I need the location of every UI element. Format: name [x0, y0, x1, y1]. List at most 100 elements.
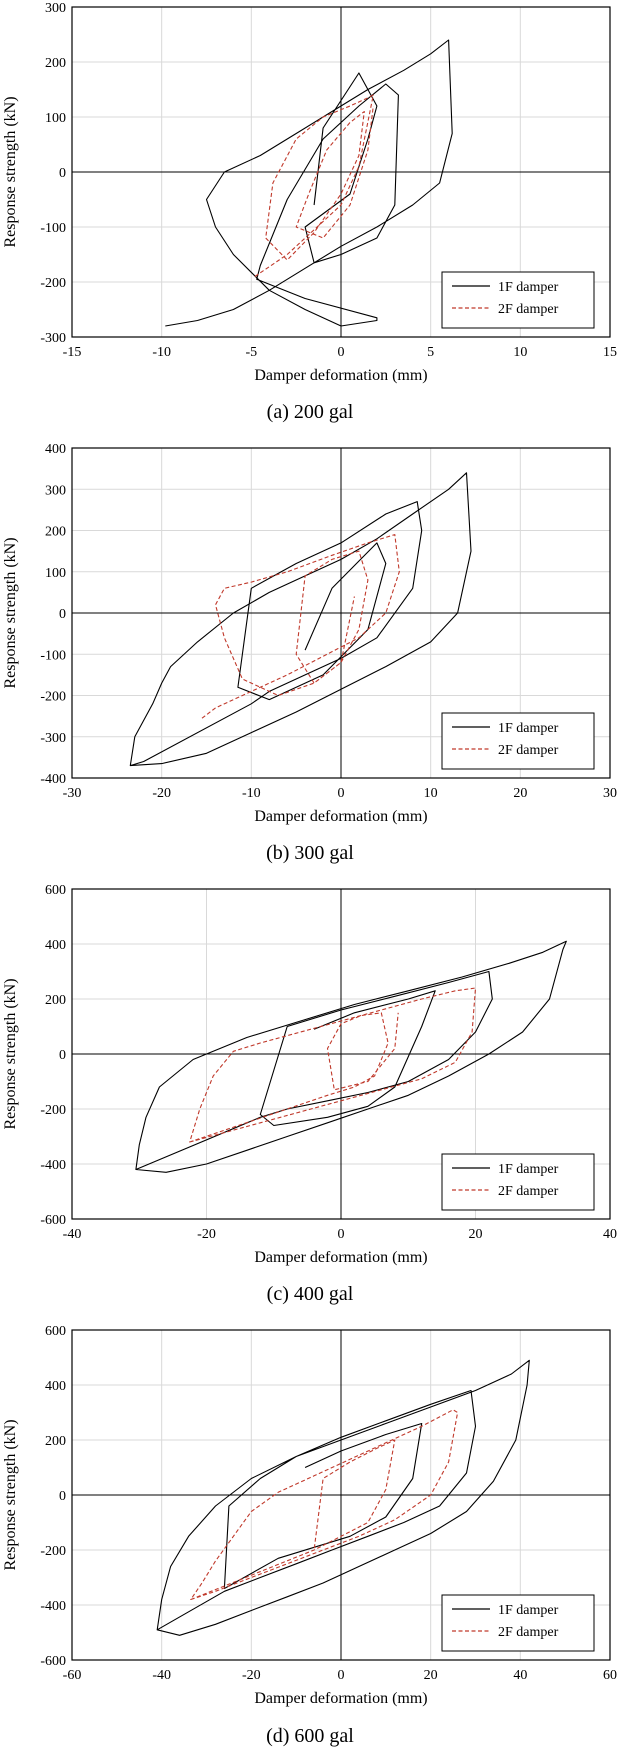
y-tick-label: -400: [40, 1599, 66, 1614]
series-line-2f: [190, 1409, 459, 1601]
y-tick-label: -300: [40, 731, 66, 746]
legend-box: [441, 271, 595, 329]
x-tick-label: -20: [152, 786, 171, 801]
x-tick-label: -20: [197, 1227, 216, 1242]
y-tick-label: 600: [45, 1324, 66, 1339]
legend-label: 1F damper: [498, 1162, 559, 1177]
legend: 1F damper 2F damper: [441, 1153, 595, 1211]
series-line-1f: [156, 1359, 530, 1636]
y-tick-label: 400: [45, 1379, 66, 1394]
y-tick-label: -200: [40, 690, 66, 705]
y-tick-label: 200: [45, 525, 66, 540]
y-tick-label: 200: [45, 993, 66, 1008]
series-line-2f: [189, 987, 477, 1143]
x-axis-label: Damper deformation (mm): [254, 1249, 427, 1266]
y-tick-label: -100: [40, 648, 66, 663]
y-tick-label: -400: [40, 772, 66, 787]
y-tick-label: -200: [40, 276, 66, 291]
chart-panel-4: -60 -40 -20 0 20 40 60-600-400-2000200400600Da…: [2, 1324, 617, 1747]
y-tick-label: -200: [40, 1544, 66, 1559]
y-axis-label: Response strength (kN): [2, 978, 19, 1129]
y-tick-label: 400: [45, 442, 66, 457]
y-tick-label: 200: [45, 1434, 66, 1449]
x-tick-label: -15: [63, 345, 82, 360]
x-tick-label: 40: [603, 1227, 617, 1242]
x-tick-label: 20: [469, 1227, 483, 1242]
legend-label: 2F damper: [498, 1625, 559, 1640]
x-tick-label: -40: [63, 1227, 82, 1242]
chart-panel-2: -30 -20 -10 0 10 20 30-400-300-200-10001002003…: [2, 442, 617, 864]
x-tick-label: 30: [603, 786, 617, 801]
x-axis-label: Damper deformation (mm): [254, 1690, 427, 1707]
legend: 1F damper 2F damper: [441, 271, 595, 329]
x-axis-label: Damper deformation (mm): [254, 808, 427, 825]
y-tick-label: -200: [40, 1103, 66, 1118]
panel-caption: (a) 200 gal: [267, 401, 354, 423]
panel-caption: (c) 400 gal: [267, 1283, 354, 1305]
x-tick-label: 15: [603, 345, 617, 360]
x-tick-label: 20: [513, 786, 527, 801]
y-tick-label: -400: [40, 1158, 66, 1173]
x-tick-label: 20: [424, 1668, 438, 1683]
x-tick-label: -60: [63, 1668, 82, 1683]
series-line-1f: [135, 940, 567, 1173]
x-tick-label: 5: [427, 345, 434, 360]
legend: 1F damper 2F damper: [441, 712, 595, 770]
chart-panel-3: -40 -20 0 20 40-600-400-2000200400600Damper …: [2, 883, 617, 1305]
x-tick-label: 10: [513, 345, 527, 360]
y-tick-label: 0: [59, 1489, 66, 1504]
y-tick-label: 0: [59, 1048, 66, 1063]
x-tick-label: -10: [242, 786, 261, 801]
x-tick-label: -20: [242, 1668, 261, 1683]
y-axis-label: Response strength (kN): [2, 1419, 19, 1570]
legend-box: [441, 1594, 595, 1652]
y-tick-label: -300: [40, 331, 66, 346]
series-line-2f: [201, 534, 400, 719]
series-line-2f: [254, 94, 374, 277]
y-tick-label: 300: [45, 1, 66, 16]
x-axis-label: Damper deformation (mm): [254, 367, 427, 384]
y-tick-label: 300: [45, 483, 66, 498]
x-tick-label: 40: [513, 1668, 527, 1683]
series-line-1f: [165, 39, 453, 327]
plot-frame: [71, 447, 611, 779]
x-tick-label: 0: [338, 1668, 345, 1683]
x-tick-label: -40: [152, 1668, 171, 1683]
plot-frame: [71, 6, 611, 338]
legend-box: [441, 1153, 595, 1211]
x-tick-label: -10: [152, 345, 171, 360]
y-tick-label: 0: [59, 166, 66, 181]
y-tick-label: 600: [45, 883, 66, 898]
plot-frame: [71, 888, 611, 1220]
legend: 1F damper 2F damper: [441, 1594, 595, 1652]
x-tick-label: 0: [338, 786, 345, 801]
y-tick-label: -600: [40, 1213, 66, 1228]
plot-frame: [71, 1329, 611, 1661]
legend-label: 1F damper: [498, 1603, 559, 1618]
x-tick-label: 10: [424, 786, 438, 801]
y-axis-label: Response strength (kN): [2, 96, 19, 247]
legend-box: [441, 712, 595, 770]
series-line-1f: [129, 472, 472, 767]
y-tick-label: 100: [45, 111, 66, 126]
y-tick-label: -600: [40, 1654, 66, 1669]
legend-label: 2F damper: [498, 743, 559, 758]
y-tick-label: 400: [45, 938, 66, 953]
x-tick-label: 60: [603, 1668, 617, 1683]
legend-label: 1F damper: [498, 721, 559, 736]
y-tick-label: 0: [59, 607, 66, 622]
x-tick-label: -30: [63, 786, 82, 801]
x-tick-label: 0: [338, 1227, 345, 1242]
legend-label: 2F damper: [498, 1184, 559, 1199]
y-tick-label: -100: [40, 221, 66, 236]
legend-label: 1F damper: [498, 280, 559, 295]
x-tick-label: 0: [338, 345, 345, 360]
panel-caption: (d) 600 gal: [266, 1725, 354, 1747]
x-tick-label: -5: [245, 345, 257, 360]
chart-panel-1: -15 -10 -5 0 5 10 15 -300 -200 -100 0 100 200 300 Damp…: [2, 1, 617, 423]
legend-label: 2F damper: [498, 302, 559, 317]
y-axis-label: Response strength (kN): [2, 537, 19, 688]
panel-caption: (b) 300 gal: [266, 842, 354, 864]
y-tick-label: 200: [45, 56, 66, 71]
